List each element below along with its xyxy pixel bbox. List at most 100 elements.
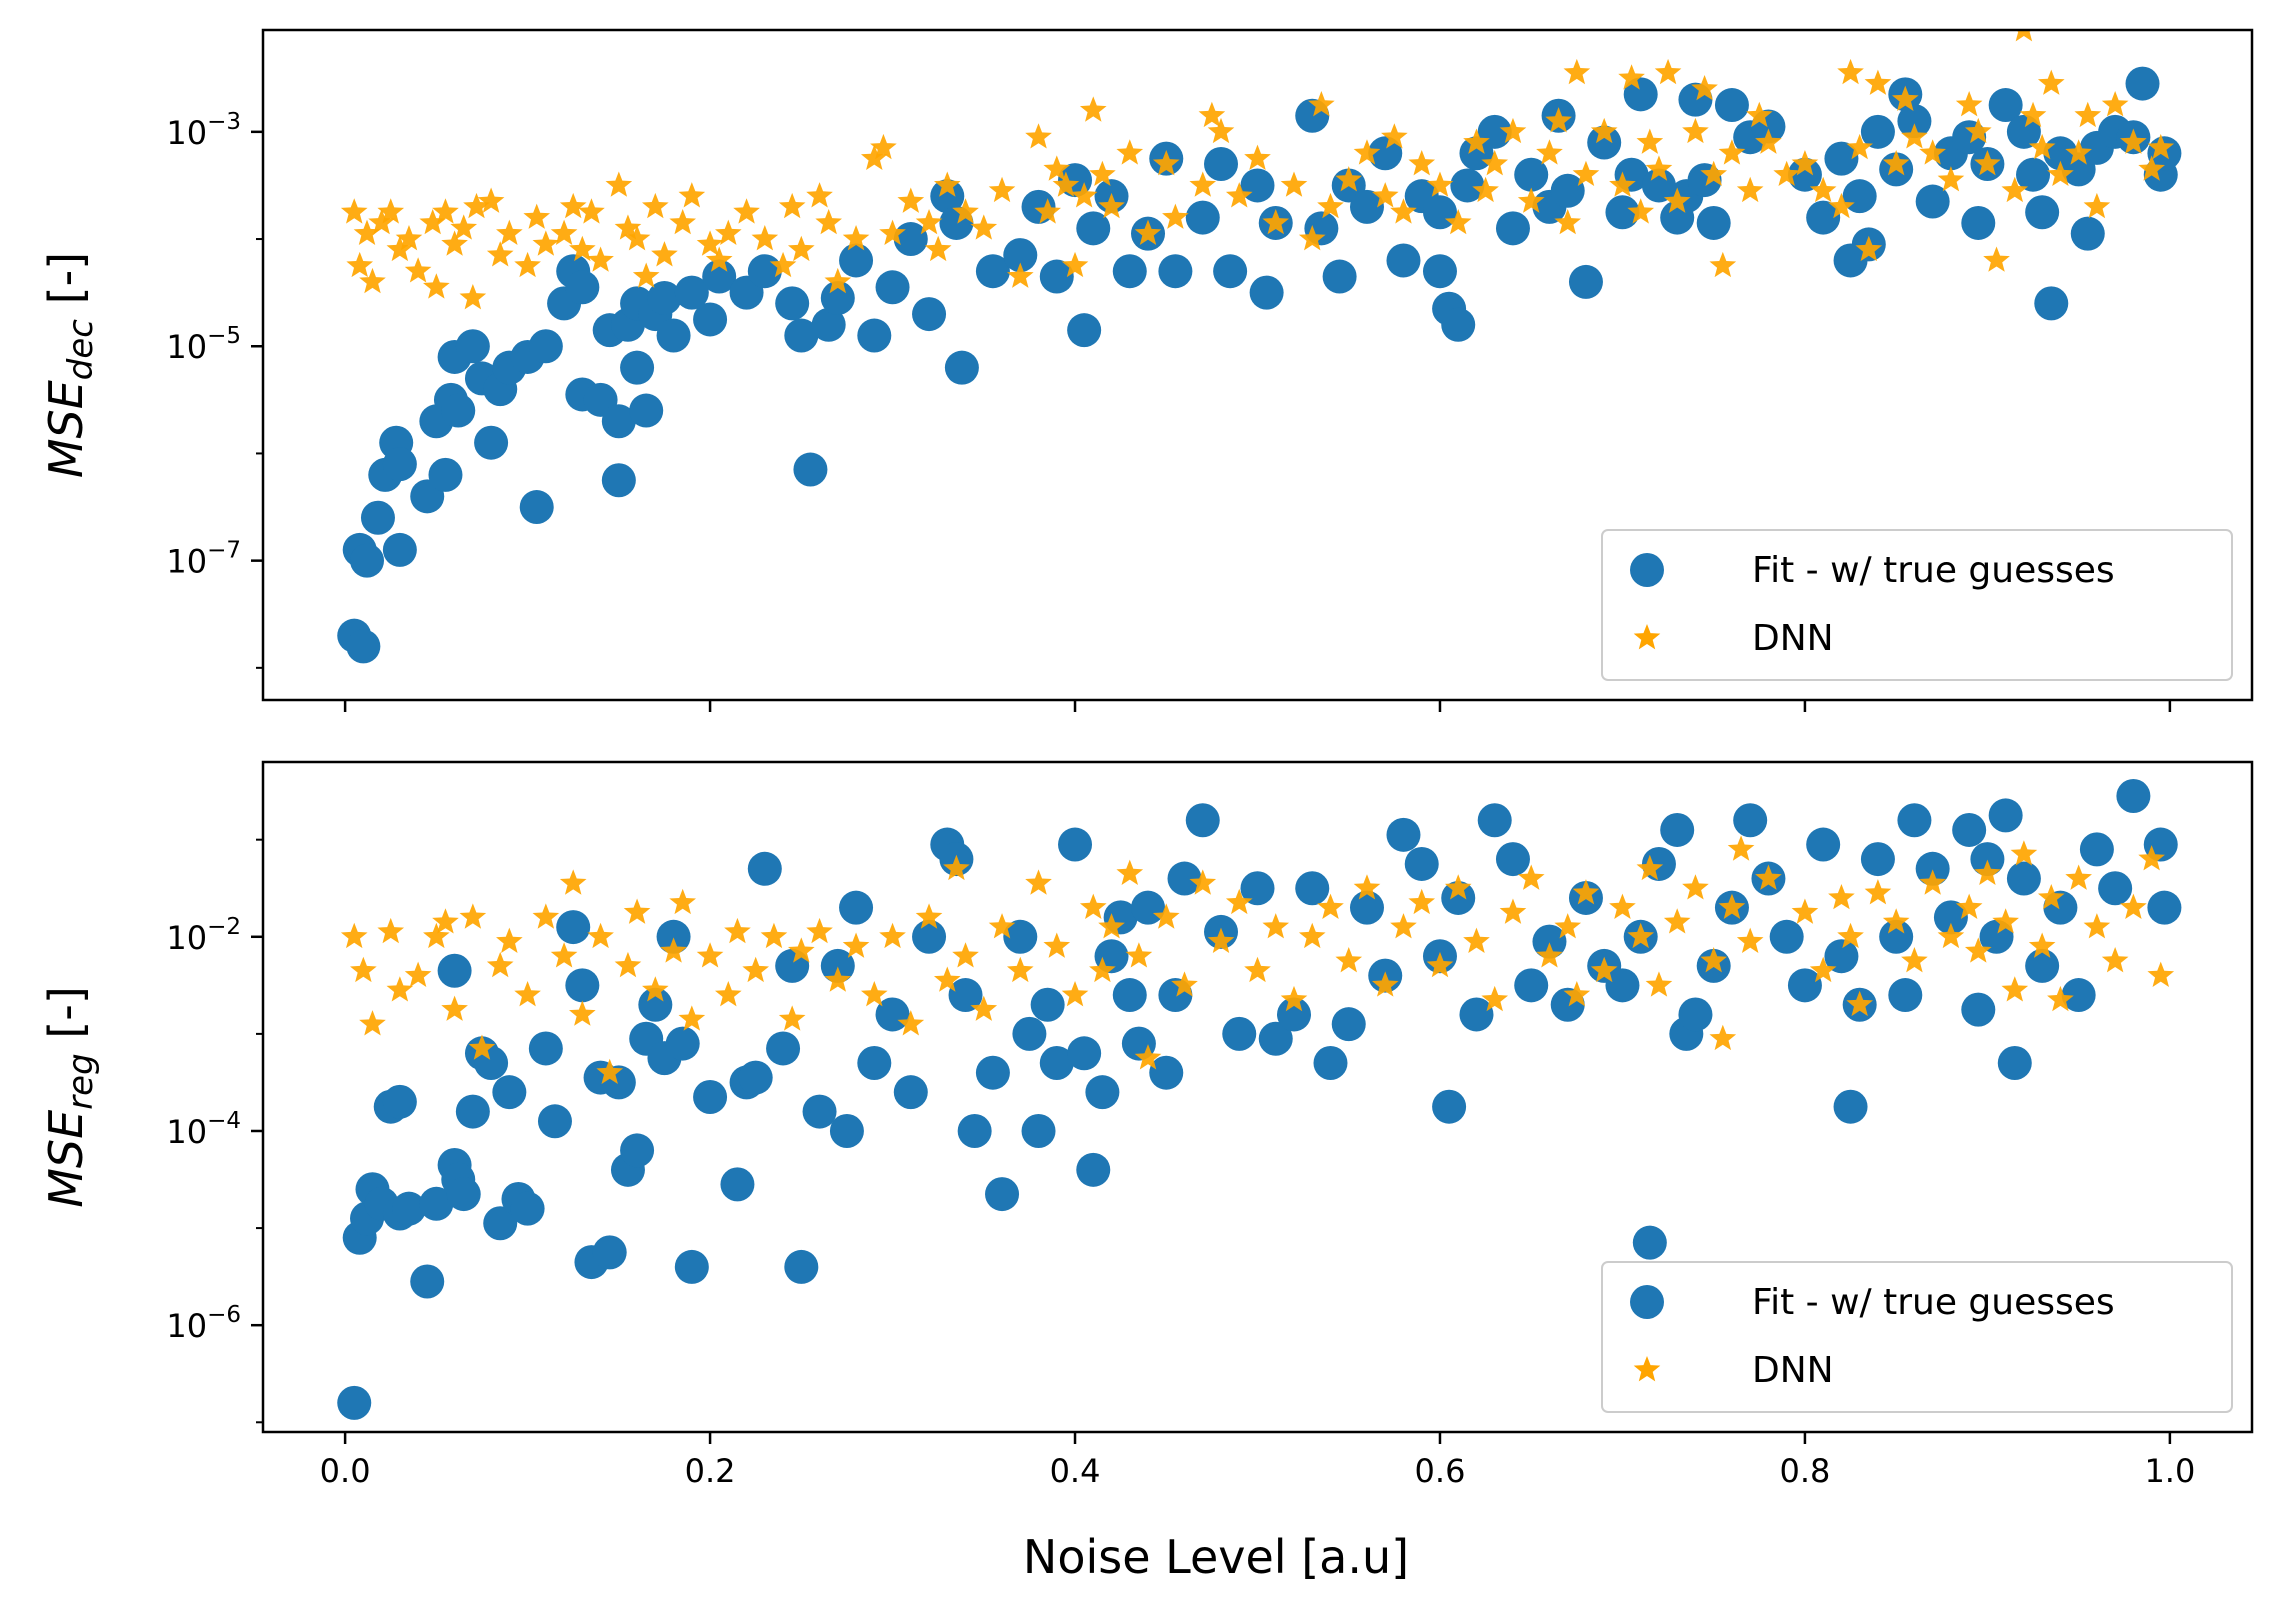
- fit-point: [2147, 890, 2182, 925]
- dnn-point: [1727, 835, 1755, 861]
- dnn-point: [419, 208, 447, 235]
- dnn-point: [1472, 176, 1499, 203]
- dnn-point: [1974, 859, 2001, 885]
- series-dnn: [340, 835, 2175, 1085]
- fit-point: [1404, 846, 1439, 881]
- dnn-point: [924, 235, 952, 262]
- dnn-point: [1636, 854, 1664, 881]
- dnn-point: [1116, 859, 1144, 885]
- dnn-point: [2138, 845, 2165, 871]
- fit-point: [875, 997, 910, 1032]
- dnn-point: [1134, 219, 1162, 246]
- dnn-point: [1079, 893, 1107, 919]
- fit-point: [2098, 871, 2133, 906]
- dnn-point: [733, 198, 760, 224]
- dnn-point: [1134, 1044, 1162, 1070]
- legend: Fit - w/ true guesses DNN: [1601, 529, 2233, 681]
- x-tick-label: 0.4: [1050, 1452, 1101, 1490]
- dnn-point: [1755, 128, 1782, 154]
- fit-point: [1240, 871, 1275, 906]
- dnn-point: [815, 208, 842, 235]
- fit-point: [1632, 1225, 1667, 1260]
- fit-point: [1888, 978, 1923, 1013]
- fit-point: [857, 1046, 892, 1081]
- fit-point: [1258, 1021, 1293, 1056]
- dnn-point: [340, 198, 368, 224]
- dnn-point: [486, 951, 514, 978]
- dnn-point: [1700, 947, 1728, 973]
- dnn-point: [1919, 139, 1946, 165]
- dnn-point: [952, 198, 979, 224]
- fit-point: [1067, 313, 1102, 348]
- fit-point: [528, 329, 563, 364]
- dnn-point: [1189, 869, 1217, 895]
- dnn-point: [1773, 160, 1800, 187]
- legend-label-dnn: DNN: [1752, 618, 1834, 659]
- dnn-point: [1536, 942, 1563, 968]
- fit-point: [1386, 817, 1421, 852]
- dnn-point: [1846, 990, 1873, 1017]
- dnn-point: [514, 981, 541, 1007]
- dnn-point: [787, 937, 815, 963]
- fit-point: [1459, 997, 1494, 1032]
- fit-point: [1249, 275, 1284, 310]
- dnn-point: [1609, 893, 1636, 919]
- dnn-point: [523, 203, 551, 229]
- fit-point: [1441, 307, 1476, 342]
- fit-point: [382, 1084, 417, 1119]
- dnn-point: [377, 917, 405, 944]
- dnn-point: [1371, 182, 1399, 208]
- fit-point: [975, 254, 1010, 289]
- fit-point: [346, 629, 381, 664]
- dnn-point: [1280, 171, 1308, 197]
- fit-point: [1003, 238, 1038, 273]
- fit-point: [1021, 1113, 1056, 1148]
- dnn-point: [1225, 888, 1253, 915]
- dnn-point: [1125, 942, 1153, 968]
- fit-point: [1495, 842, 1530, 877]
- dnn-point: [614, 951, 642, 978]
- dnn-point: [614, 214, 642, 240]
- fit-point: [1550, 173, 1585, 208]
- dnn-point: [1709, 1024, 1737, 1051]
- dnn-point: [1955, 91, 1983, 117]
- fit-point: [1149, 1055, 1184, 1090]
- dnn-point: [1809, 956, 1837, 983]
- dnn-point: [1043, 155, 1071, 181]
- dnn-point: [1864, 879, 1892, 905]
- fit-point: [811, 307, 846, 342]
- dnn-point: [569, 235, 596, 262]
- fit-point: [1039, 1046, 1074, 1081]
- fit-point: [455, 329, 490, 364]
- dnn-point: [441, 995, 468, 1021]
- fit-point: [1030, 987, 1065, 1022]
- dnn-point: [1262, 913, 1290, 939]
- dnn-point: [1244, 956, 1271, 983]
- fit-point: [784, 1249, 819, 1284]
- dnn-point: [1554, 913, 1582, 939]
- fit-point: [601, 463, 636, 498]
- dnn-point: [715, 219, 742, 246]
- dnn-point: [1700, 160, 1728, 187]
- y-tick-label: 10−5: [166, 323, 241, 366]
- fit-point: [1605, 968, 1640, 1003]
- fit-point: [419, 1186, 454, 1221]
- dnn-point: [1070, 182, 1098, 208]
- fit-point: [1514, 157, 1549, 192]
- dnn-point: [386, 235, 414, 262]
- dnn-point: [1691, 74, 1718, 101]
- top-panel-mse-dec: 10−3 10−5 10−7 MSEdec [-] Fit - w/ true gues…: [39, 28, 2254, 712]
- dnn-point: [1718, 139, 1746, 165]
- fit-point: [674, 275, 709, 310]
- dnn-point: [441, 230, 468, 256]
- fit-point: [1678, 997, 1713, 1032]
- dnn-point: [1444, 208, 1472, 235]
- fit-point: [1432, 1089, 1467, 1124]
- fit-point: [1988, 88, 2023, 123]
- dnn-point: [2047, 160, 2074, 187]
- fit-point: [1076, 1152, 1111, 1187]
- dnn-point: [1298, 225, 1326, 251]
- dnn-point: [705, 246, 733, 272]
- fit-point: [428, 457, 463, 492]
- fit-point: [1112, 978, 1147, 1013]
